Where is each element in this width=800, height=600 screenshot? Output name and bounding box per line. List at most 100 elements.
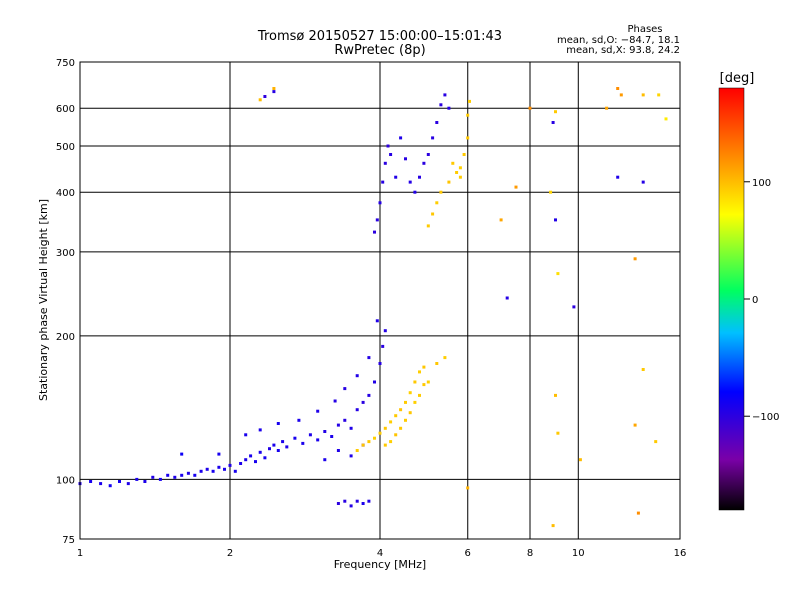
data-point bbox=[439, 103, 443, 107]
data-point bbox=[383, 443, 387, 447]
data-point bbox=[244, 458, 248, 462]
data-point bbox=[466, 486, 470, 490]
data-point bbox=[373, 230, 376, 234]
data-point bbox=[435, 121, 439, 124]
data-point bbox=[389, 420, 393, 424]
data-point bbox=[272, 87, 276, 90]
data-point bbox=[426, 224, 430, 228]
x-tick-label: 1 bbox=[77, 548, 83, 559]
data-point bbox=[316, 409, 320, 413]
data-point bbox=[578, 458, 582, 462]
y-tick-label: 400 bbox=[56, 188, 75, 199]
y-axis-label: Stationary phase Virtual Height [km] bbox=[37, 199, 50, 401]
data-point bbox=[349, 426, 353, 430]
data-point bbox=[361, 443, 365, 447]
data-point bbox=[367, 499, 371, 503]
data-point bbox=[301, 441, 305, 445]
phases-title: Phases bbox=[627, 24, 662, 35]
data-point bbox=[272, 443, 276, 447]
data-point bbox=[404, 418, 407, 422]
x-tick-label: 8 bbox=[527, 548, 533, 559]
y-tick-label: 200 bbox=[56, 332, 75, 343]
data-point bbox=[499, 218, 503, 222]
data-point bbox=[375, 218, 379, 222]
data-point bbox=[641, 180, 645, 184]
data-point bbox=[367, 393, 371, 397]
data-point bbox=[431, 212, 435, 216]
y-tick-label: 600 bbox=[56, 104, 75, 115]
data-point bbox=[336, 423, 340, 427]
data-point bbox=[349, 504, 353, 508]
data-point bbox=[605, 106, 609, 110]
x-tick-label: 10 bbox=[572, 548, 585, 559]
data-point bbox=[268, 447, 271, 451]
data-point bbox=[378, 431, 382, 435]
data-point bbox=[426, 153, 430, 156]
data-point bbox=[554, 218, 557, 222]
data-point bbox=[378, 362, 382, 365]
data-point bbox=[633, 257, 637, 261]
data-point bbox=[443, 356, 447, 360]
colorbar-tick-label: 100 bbox=[752, 178, 771, 189]
data-point bbox=[373, 436, 376, 440]
data-point bbox=[158, 477, 162, 481]
colorbar-tick-label: 0 bbox=[752, 295, 758, 306]
data-point bbox=[258, 428, 262, 432]
colorbar-tick-label: −100 bbox=[752, 412, 779, 423]
y-tick-label: 500 bbox=[56, 142, 75, 153]
data-point bbox=[336, 502, 340, 505]
data-point bbox=[447, 106, 451, 110]
data-point bbox=[89, 480, 93, 483]
plot-frame bbox=[79, 61, 681, 540]
data-point bbox=[361, 502, 365, 505]
data-point bbox=[258, 450, 262, 454]
data-point bbox=[323, 430, 327, 433]
data-point bbox=[399, 408, 403, 412]
data-point bbox=[633, 423, 637, 427]
y-tick-label: 75 bbox=[62, 535, 75, 546]
phases-o-line: mean, sd,O: −84.7, 18.1 bbox=[557, 35, 680, 46]
data-point bbox=[455, 171, 459, 174]
data-point bbox=[343, 387, 347, 391]
data-point bbox=[186, 471, 190, 475]
data-point bbox=[619, 93, 623, 97]
data-point bbox=[554, 393, 557, 397]
data-point bbox=[383, 426, 387, 430]
data-point bbox=[276, 449, 280, 452]
data-point bbox=[556, 272, 560, 276]
y-tick-label: 300 bbox=[56, 248, 75, 259]
y-axis: 75 100 200 300 400 500 600 750 bbox=[56, 58, 75, 546]
x-axis-label: Frequency [MHz] bbox=[334, 558, 426, 571]
data-point bbox=[355, 408, 359, 412]
x-tick-label: 4 bbox=[377, 548, 383, 559]
data-point bbox=[413, 190, 417, 194]
data-point bbox=[657, 93, 661, 97]
colorbar bbox=[718, 87, 745, 511]
data-point bbox=[451, 161, 455, 165]
data-point bbox=[641, 368, 645, 371]
data-point bbox=[349, 454, 353, 458]
data-point bbox=[263, 95, 267, 98]
x-tick-label: 16 bbox=[674, 548, 687, 559]
data-point bbox=[528, 106, 532, 110]
data-point bbox=[408, 411, 412, 415]
data-point bbox=[439, 190, 443, 194]
phases-x-line: mean, sd,X: 93.8, 24.2 bbox=[566, 45, 680, 56]
data-point bbox=[135, 477, 139, 481]
data-point bbox=[205, 467, 209, 471]
data-point bbox=[276, 422, 280, 425]
y-tick-label: 100 bbox=[56, 475, 75, 486]
data-point bbox=[383, 329, 387, 333]
data-point bbox=[355, 374, 359, 378]
data-point bbox=[418, 175, 421, 179]
data-point bbox=[217, 465, 221, 469]
data-point bbox=[258, 98, 262, 102]
data-point bbox=[367, 440, 371, 444]
y-tick-label: 750 bbox=[56, 58, 75, 69]
data-point bbox=[297, 418, 301, 422]
data-point bbox=[466, 136, 470, 140]
data-point bbox=[293, 436, 297, 440]
data-point bbox=[422, 365, 426, 369]
data-point bbox=[254, 460, 257, 464]
